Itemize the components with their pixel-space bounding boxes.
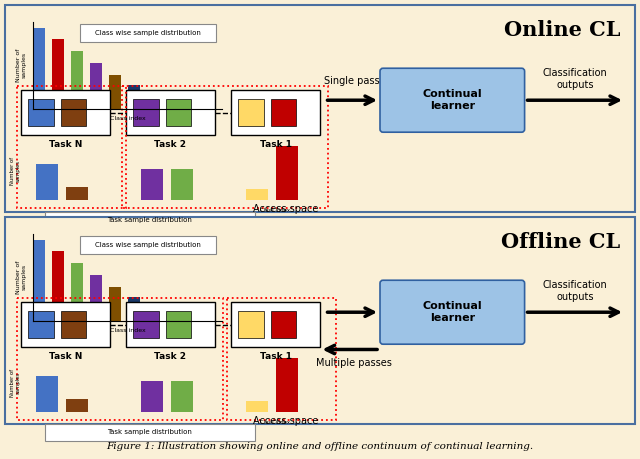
Text: Continual
learner: Continual learner	[422, 90, 482, 111]
Bar	[33, 240, 45, 320]
Bar	[203, 315, 215, 320]
Bar	[90, 63, 102, 108]
Text: Classification
outputs: Classification outputs	[543, 280, 607, 302]
Text: Task sample distribution: Task sample distribution	[107, 429, 192, 435]
Text: Task N: Task N	[49, 352, 82, 361]
Text: Number of
samples: Number of samples	[10, 369, 20, 397]
Text: Task 1: Task 1	[259, 140, 291, 149]
Text: Online CL: Online CL	[504, 20, 620, 40]
Text: Task 2: Task 2	[154, 352, 186, 361]
Text: Task 2: Task 2	[154, 140, 186, 149]
Bar	[65, 187, 88, 200]
Bar	[275, 358, 298, 412]
Bar	[33, 28, 45, 108]
Text: Single pass: Single pass	[324, 76, 380, 86]
Text: Multiple passes: Multiple passes	[316, 358, 392, 368]
Bar	[170, 169, 193, 200]
Text: Class wise sample distribution: Class wise sample distribution	[95, 242, 201, 248]
Text: Class index: Class index	[260, 420, 291, 425]
Bar	[165, 309, 177, 320]
Bar	[227, 298, 335, 420]
FancyBboxPatch shape	[380, 68, 525, 132]
Bar	[127, 90, 214, 135]
Bar	[271, 311, 296, 338]
Text: Class index: Class index	[109, 117, 145, 122]
Bar	[5, 217, 635, 424]
Bar	[134, 99, 159, 126]
Bar	[170, 381, 193, 412]
Bar	[184, 313, 196, 320]
Bar	[166, 311, 191, 338]
Bar	[165, 97, 177, 108]
Bar	[61, 99, 86, 126]
Bar	[166, 99, 191, 126]
Bar	[36, 164, 58, 200]
Bar	[80, 23, 216, 42]
Bar	[122, 86, 328, 207]
Bar	[232, 302, 319, 347]
Bar	[246, 189, 268, 200]
Bar	[203, 103, 215, 108]
Bar	[239, 99, 264, 126]
Bar	[52, 251, 64, 320]
Text: Figure 1: Illustration showing online and offline continuum of continual learnin: Figure 1: Illustration showing online an…	[106, 442, 534, 451]
Bar	[45, 424, 255, 441]
Bar	[61, 311, 86, 338]
Bar	[71, 263, 83, 320]
Bar	[28, 99, 54, 126]
Bar	[65, 399, 88, 412]
Bar	[232, 90, 319, 135]
Bar	[36, 375, 58, 412]
Bar	[127, 85, 140, 108]
Bar	[90, 275, 102, 320]
Bar	[71, 51, 83, 108]
FancyBboxPatch shape	[380, 280, 525, 344]
Text: Class index: Class index	[260, 207, 291, 213]
Bar	[127, 302, 214, 347]
Text: Access space: Access space	[253, 416, 318, 425]
Text: Task sample distribution: Task sample distribution	[107, 217, 192, 223]
Text: Task N: Task N	[49, 140, 82, 149]
Bar	[5, 5, 635, 212]
Bar	[80, 235, 216, 254]
Text: Class wise sample distribution: Class wise sample distribution	[95, 30, 201, 36]
Bar	[21, 90, 109, 135]
Bar	[109, 287, 121, 320]
Text: Continual
learner: Continual learner	[422, 302, 482, 323]
Bar	[28, 311, 54, 338]
Bar	[147, 92, 159, 108]
Bar	[17, 86, 125, 207]
Bar	[134, 311, 159, 338]
Text: Offline CL: Offline CL	[500, 232, 620, 252]
Text: Task 1: Task 1	[259, 352, 291, 361]
Bar	[246, 401, 268, 412]
Text: Number of
samples: Number of samples	[10, 157, 20, 185]
Bar	[147, 304, 159, 320]
Bar	[127, 297, 140, 320]
Text: Class index: Class index	[109, 329, 145, 334]
Text: Access space: Access space	[253, 204, 318, 214]
Bar	[141, 169, 163, 200]
Bar	[17, 298, 223, 420]
Bar	[141, 381, 163, 412]
Bar	[109, 75, 121, 108]
Text: Number of
samples: Number of samples	[15, 260, 26, 294]
Bar	[271, 99, 296, 126]
Bar	[184, 101, 196, 108]
Text: Classification
outputs: Classification outputs	[543, 68, 607, 90]
Bar	[239, 311, 264, 338]
Bar	[45, 212, 255, 229]
Bar	[21, 302, 109, 347]
Text: Number of
samples: Number of samples	[15, 48, 26, 82]
Bar	[52, 39, 64, 108]
Bar	[275, 146, 298, 200]
